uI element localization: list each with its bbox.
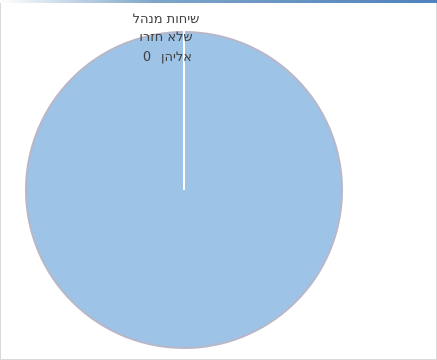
- slice-label-line-3: אליהן: [161, 50, 192, 65]
- top-accent-bar: [0, 0, 437, 3]
- slice-label-line-1: שיחות מנהל: [133, 12, 200, 27]
- slice-value-label: 0: [143, 50, 151, 65]
- slice-label-line-2: שלא חזרו: [139, 30, 192, 45]
